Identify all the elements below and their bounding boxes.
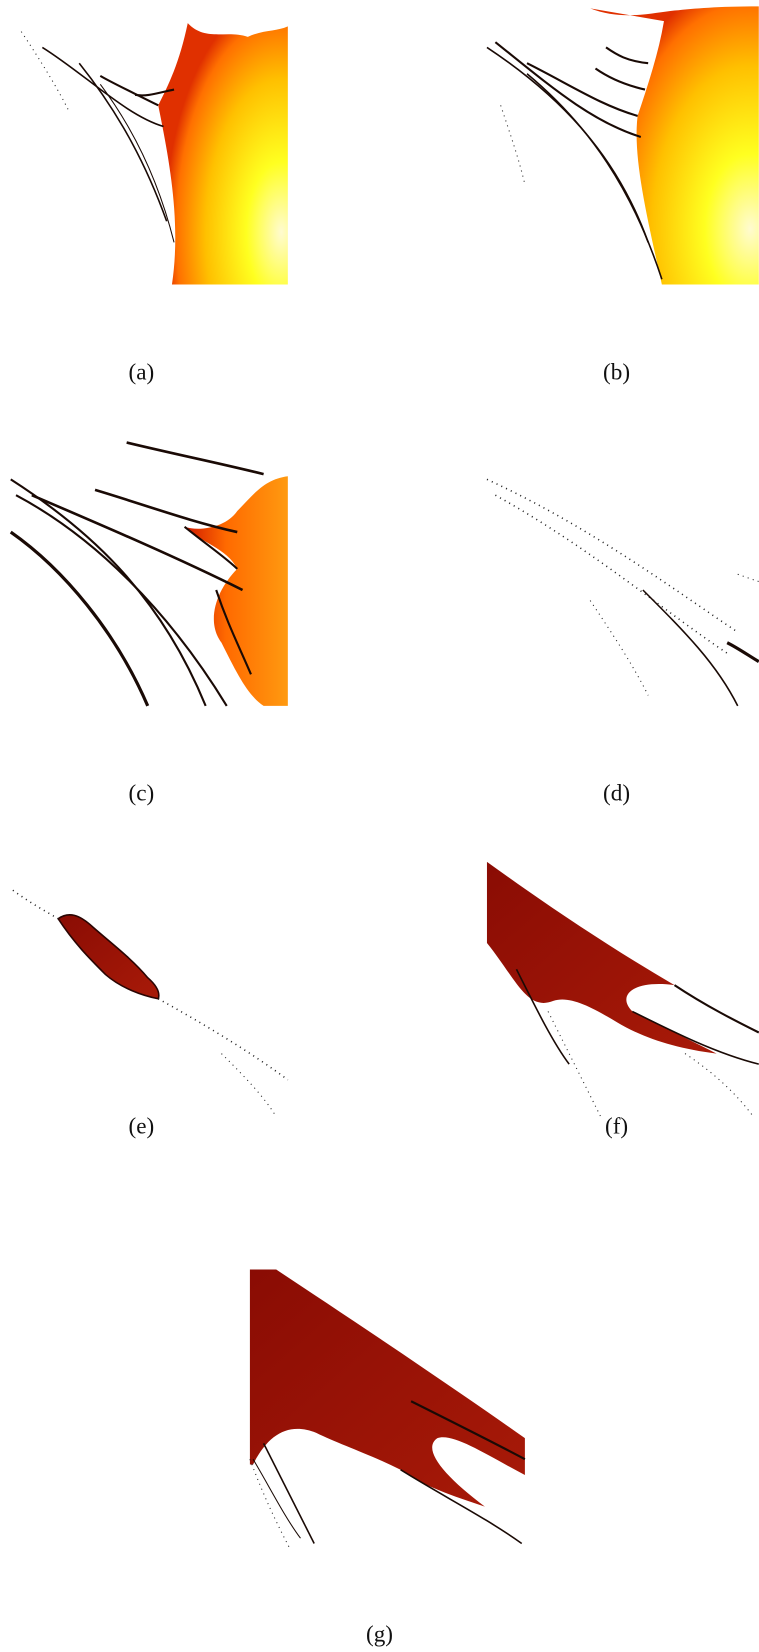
panel-f-image — [487, 862, 759, 1117]
panel-label: (b) — [603, 359, 630, 385]
panel-label: (c) — [129, 781, 155, 807]
panel-b-image — [487, 6, 759, 284]
page: {"figure": {"panels": [ {"label": "(a)"}… — [0, 0, 759, 1652]
panel-label: (a) — [129, 359, 155, 385]
panel-label: (d) — [603, 781, 630, 807]
figure: (a) (b) (c) (d) ( — [0, 0, 759, 1652]
panel-e-image — [13, 890, 288, 1117]
panel-a-image — [21, 23, 288, 284]
panel-label: (g) — [366, 1621, 393, 1647]
panel-c-image — [11, 443, 288, 706]
panel-g-image — [250, 1270, 525, 1549]
panel-label: (e) — [129, 1114, 155, 1140]
panel-label: (f) — [605, 1114, 628, 1140]
panel-d-image — [487, 479, 759, 706]
